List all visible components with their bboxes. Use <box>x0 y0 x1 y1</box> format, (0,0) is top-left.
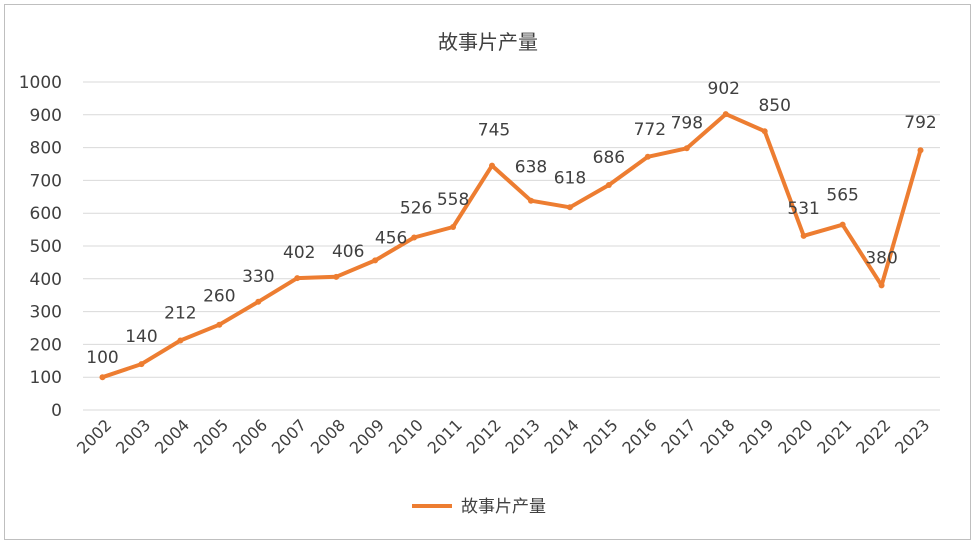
data-point <box>878 282 885 289</box>
data-label: 618 <box>554 168 586 188</box>
data-point <box>216 321 223 328</box>
data-point <box>605 181 612 188</box>
x-tick-label: 2019 <box>735 415 777 457</box>
data-label: 558 <box>437 190 469 210</box>
data-point <box>800 232 807 239</box>
data-label: 745 <box>478 121 510 141</box>
data-point <box>489 162 496 169</box>
data-point <box>644 153 651 160</box>
x-tick-label: 2011 <box>424 415 466 457</box>
x-tick-label: 2015 <box>579 415 621 457</box>
x-tick-label: 2014 <box>541 415 583 457</box>
data-point <box>99 374 106 381</box>
data-label: 456 <box>375 228 407 248</box>
x-tick-label: 2018 <box>696 415 738 457</box>
y-tick-label: 700 <box>30 171 62 191</box>
x-tick-label: 2003 <box>112 415 154 457</box>
data-point <box>255 298 262 305</box>
x-axis-ticks: 2002200320042005200620072008200920102011… <box>73 415 933 457</box>
y-tick-label: 900 <box>30 106 62 126</box>
series-layer <box>99 111 924 381</box>
y-tick-label: 300 <box>30 303 62 323</box>
x-tick-label: 2022 <box>852 415 894 457</box>
data-label: 686 <box>593 148 625 168</box>
y-tick-label: 500 <box>30 237 62 257</box>
data-point <box>372 257 379 264</box>
data-point <box>722 111 729 118</box>
x-tick-label: 2010 <box>385 415 427 457</box>
legend[interactable]: 故事片产量 <box>412 497 546 517</box>
gridlines <box>83 81 940 411</box>
x-tick-label: 2004 <box>151 415 193 457</box>
y-tick-label: 0 <box>51 401 62 421</box>
data-point <box>177 337 184 344</box>
data-point <box>683 145 690 152</box>
x-tick-label: 2016 <box>618 415 660 457</box>
x-tick-label: 2020 <box>774 415 816 457</box>
data-point <box>294 275 301 282</box>
x-tick-label: 2008 <box>307 415 349 457</box>
data-point <box>566 204 573 211</box>
data-point <box>333 273 340 280</box>
series-line <box>100 112 923 380</box>
data-label: 526 <box>400 198 432 218</box>
x-tick-label: 2017 <box>657 415 699 457</box>
x-tick-label: 2005 <box>190 415 232 457</box>
data-label: 406 <box>332 242 364 262</box>
y-tick-label: 600 <box>30 204 62 224</box>
data-label: 792 <box>904 113 936 133</box>
x-tick-label: 2023 <box>891 415 933 457</box>
y-axis-ticks: 0 100 200 300 400 500 600 700 800 900 1000 <box>19 73 62 421</box>
chart-frame <box>4 4 971 540</box>
data-label: 531 <box>787 199 819 219</box>
data-label: 212 <box>164 303 196 323</box>
data-label: 902 <box>708 79 740 99</box>
legend-label: 故事片产量 <box>461 497 546 517</box>
x-tick-label: 2013 <box>502 415 544 457</box>
data-label: 772 <box>634 120 666 140</box>
data-point <box>761 128 768 135</box>
y-tick-label: 400 <box>30 270 62 290</box>
x-tick-label: 2021 <box>813 415 855 457</box>
data-point <box>411 234 418 241</box>
y-tick-label: 100 <box>30 368 62 388</box>
data-point <box>138 361 145 368</box>
data-label: 100 <box>86 348 118 368</box>
data-label: 638 <box>515 158 547 178</box>
data-point <box>839 221 846 228</box>
y-tick-label: 200 <box>30 335 62 355</box>
data-label: 850 <box>758 96 790 116</box>
data-label: 798 <box>671 113 703 133</box>
data-point <box>527 197 534 204</box>
x-tick-label: 2002 <box>73 415 115 457</box>
data-point <box>917 147 924 154</box>
data-label: 402 <box>283 243 315 263</box>
x-tick-label: 2006 <box>229 415 271 457</box>
data-point <box>450 223 457 230</box>
chart-title: 故事片产量 <box>438 30 538 54</box>
data-label: 565 <box>826 186 858 206</box>
x-tick-label: 2007 <box>268 415 310 457</box>
data-label: 330 <box>242 267 274 287</box>
y-tick-label: 1000 <box>19 73 62 93</box>
data-label: 380 <box>865 248 897 268</box>
x-tick-label: 2012 <box>463 415 505 457</box>
y-tick-label: 800 <box>30 139 62 159</box>
data-label: 260 <box>203 287 235 307</box>
x-tick-label: 2009 <box>346 415 388 457</box>
data-label: 140 <box>125 327 157 347</box>
